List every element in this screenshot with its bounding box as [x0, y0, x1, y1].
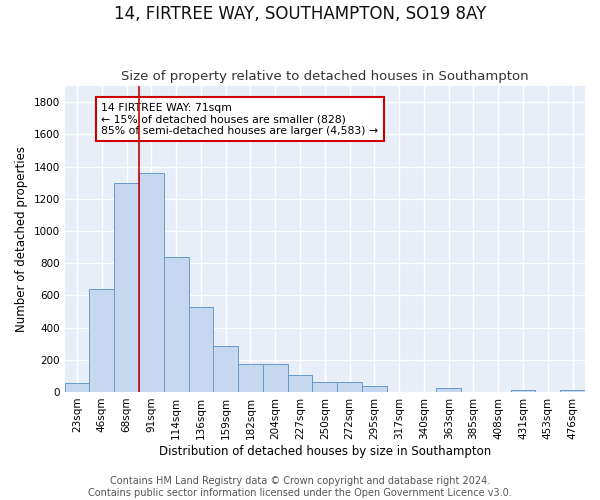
Bar: [560, 390, 585, 392]
Bar: [139, 173, 164, 392]
Bar: [164, 256, 188, 392]
Bar: [188, 308, 214, 392]
Bar: [362, 386, 387, 392]
Text: 14 FIRTREE WAY: 71sqm
← 15% of detached houses are smaller (828)
85% of semi-det: 14 FIRTREE WAY: 71sqm ← 15% of detached …: [101, 103, 378, 136]
Y-axis label: Number of detached properties: Number of detached properties: [15, 146, 28, 332]
Bar: [89, 289, 114, 392]
Text: Contains HM Land Registry data © Crown copyright and database right 2024.
Contai: Contains HM Land Registry data © Crown c…: [88, 476, 512, 498]
Bar: [436, 388, 461, 392]
Bar: [287, 374, 313, 392]
Bar: [65, 383, 89, 392]
Bar: [337, 382, 362, 392]
Bar: [114, 182, 139, 392]
Bar: [214, 346, 238, 392]
Bar: [511, 390, 535, 392]
Title: Size of property relative to detached houses in Southampton: Size of property relative to detached ho…: [121, 70, 529, 84]
Bar: [238, 364, 263, 392]
Bar: [313, 382, 337, 392]
X-axis label: Distribution of detached houses by size in Southampton: Distribution of detached houses by size …: [159, 444, 491, 458]
Bar: [263, 364, 287, 392]
Text: 14, FIRTREE WAY, SOUTHAMPTON, SO19 8AY: 14, FIRTREE WAY, SOUTHAMPTON, SO19 8AY: [114, 5, 486, 23]
